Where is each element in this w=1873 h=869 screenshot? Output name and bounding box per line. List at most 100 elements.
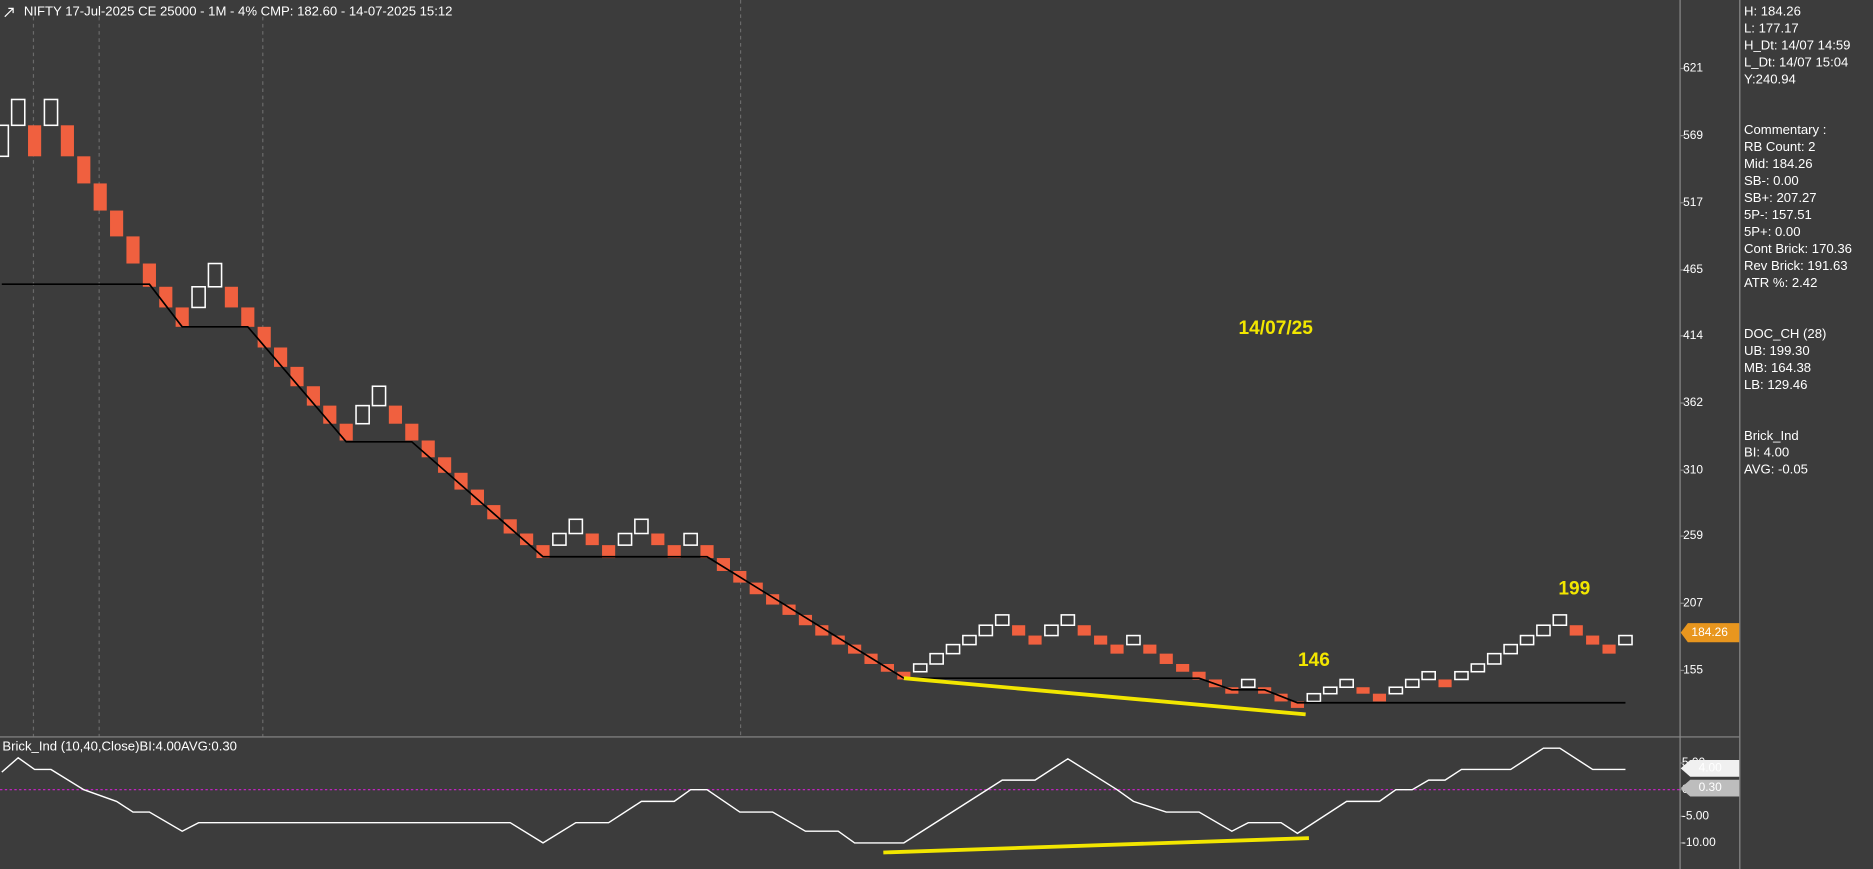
- trend-line: [1, 283, 1626, 704]
- down-brick: [454, 472, 468, 490]
- indicator-tag: [1680, 760, 1740, 777]
- down-brick: [1028, 635, 1042, 645]
- y-tick-label: 155: [1683, 663, 1703, 677]
- up-brick: [1044, 624, 1059, 637]
- down-brick: [848, 644, 862, 654]
- down-brick: [1110, 644, 1124, 654]
- down-brick: [1143, 644, 1157, 654]
- trend-line: [883, 836, 1309, 855]
- up-brick: [962, 634, 977, 646]
- up-brick: [634, 518, 649, 535]
- info-line: MB: 164.38: [1744, 360, 1811, 375]
- down-brick: [700, 545, 714, 559]
- down-brick: [93, 183, 107, 211]
- up-brick: [1388, 686, 1404, 695]
- up-brick: [10, 98, 26, 127]
- down-brick: [782, 604, 796, 615]
- info-line: L: 177.17: [1744, 20, 1799, 35]
- down-brick: [1602, 644, 1616, 654]
- down-brick: [241, 307, 255, 327]
- up-brick: [1060, 614, 1076, 627]
- down-brick: [77, 156, 91, 184]
- info-line: ATR %: 2.42: [1744, 275, 1817, 290]
- axes: 621569517465414362310259207155184.265.00…: [1679, 61, 1740, 849]
- y-tick-label: 207: [1683, 595, 1703, 609]
- info-line: Rev Brick: 191.63: [1744, 258, 1848, 273]
- info-line: UB: 199.30: [1744, 343, 1810, 358]
- down-brick: [798, 614, 812, 626]
- down-brick: [716, 558, 730, 571]
- up-brick: [978, 624, 994, 637]
- low-annotation: 146: [1298, 650, 1330, 671]
- up-brick: [1322, 686, 1338, 695]
- down-brick: [585, 533, 599, 546]
- info-line: AVG: -0.05: [1744, 462, 1808, 477]
- down-brick: [323, 405, 337, 424]
- up-brick: [1339, 678, 1354, 689]
- down-brick: [142, 263, 156, 287]
- info-line: L_Dt: 14/07 15:04: [1744, 54, 1848, 69]
- up-brick: [1536, 624, 1551, 637]
- y-tick-label: 414: [1683, 328, 1703, 342]
- info-line: 5P+: 0.00: [1744, 224, 1801, 239]
- down-brick: [405, 423, 419, 441]
- down-brick: [1274, 693, 1288, 702]
- info-line: Cont Brick: 170.36: [1744, 241, 1852, 256]
- info-line: 5P-: 157.51: [1744, 207, 1812, 222]
- y-tick-label: 621: [1683, 61, 1703, 75]
- high-annotation: 199: [1558, 578, 1590, 599]
- up-brick: [945, 643, 961, 655]
- down-brick: [1438, 679, 1452, 688]
- up-brick: [371, 385, 387, 407]
- indicator-tag: [1680, 779, 1740, 797]
- up-brick: [355, 404, 370, 425]
- up-brick: [191, 285, 206, 309]
- down-brick: [602, 545, 616, 559]
- up-brick: [912, 663, 928, 673]
- down-brick: [60, 125, 74, 157]
- down-brick: [667, 545, 681, 559]
- down-brick: [1192, 671, 1206, 680]
- indicator-title: Brick_Ind (10,40,Close)BI:4.00AVG:0.30: [2, 739, 237, 754]
- indicator-tag-label: 4.00: [1699, 761, 1723, 775]
- up-brick: [1240, 678, 1256, 689]
- down-brick: [1586, 635, 1600, 645]
- up-brick: [552, 532, 567, 546]
- down-brick: [1159, 653, 1173, 664]
- chart-header: NIFTY 17-Jul-2025 CE 25000 - 1M - 4% CMP…: [24, 3, 453, 18]
- date-annotation: 14/07/25: [1239, 318, 1314, 339]
- down-brick: [1012, 625, 1026, 636]
- down-brick: [1372, 693, 1387, 702]
- down-brick: [749, 582, 763, 595]
- up-brick: [617, 532, 633, 546]
- up-brick: [1552, 614, 1568, 627]
- indicator-line: [1, 747, 1626, 844]
- up-brick: [0, 124, 10, 158]
- session-lines: [32, 0, 742, 737]
- info-line: H: 184.26: [1744, 3, 1801, 18]
- up-brick: [683, 532, 698, 546]
- down-brick: [831, 635, 845, 645]
- info-line: DOC_CH (28): [1744, 326, 1826, 341]
- info-line: RB Count: 2: [1744, 139, 1815, 154]
- down-brick: [766, 594, 780, 605]
- down-brick: [126, 236, 140, 264]
- info-line: LB: 129.46: [1744, 377, 1807, 392]
- down-brick: [520, 533, 534, 546]
- down-brick: [1356, 687, 1370, 694]
- down-brick: [224, 286, 238, 308]
- y-tick-label: 310: [1683, 462, 1703, 476]
- info-line: SB-: 0.00: [1744, 173, 1799, 188]
- down-brick: [175, 307, 189, 327]
- up-brick: [1519, 634, 1535, 646]
- up-brick: [1306, 692, 1322, 703]
- chart-icon: [4, 7, 14, 18]
- info-line: SB+: 207.27: [1744, 190, 1817, 205]
- down-brick: [438, 457, 452, 473]
- info-line: Mid: 184.26: [1744, 156, 1813, 171]
- up-brick: [1470, 663, 1486, 673]
- down-brick: [1290, 701, 1305, 708]
- y-tick-label: 465: [1683, 262, 1703, 276]
